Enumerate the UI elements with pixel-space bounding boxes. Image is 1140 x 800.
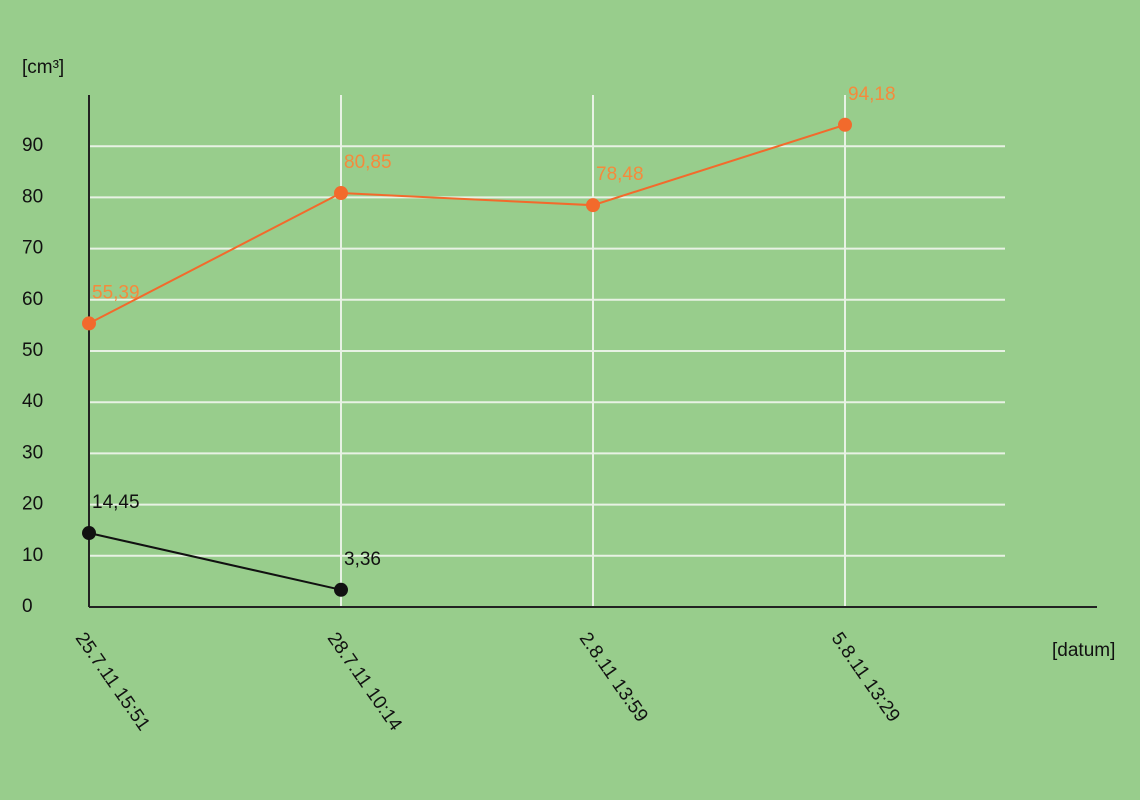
y-tick-label: 50 (22, 340, 43, 361)
data-label: 55,39 (92, 282, 140, 303)
y-tick-label: 40 (22, 391, 43, 412)
y-tick-label: 70 (22, 238, 43, 259)
series-line (88, 123, 846, 325)
point (334, 186, 348, 201)
series-line (88, 532, 342, 591)
point (334, 582, 348, 597)
y-tick-label: 10 (22, 545, 43, 566)
data-label: 14,45 (92, 492, 140, 513)
y-tick-label: 20 (22, 494, 43, 515)
data-label: 78,48 (596, 164, 644, 185)
y-tick-label: 80 (22, 186, 43, 207)
y-tick-label: 90 (22, 135, 43, 156)
y-tick-label: 30 (22, 442, 43, 463)
y-tick-label: 0 (22, 596, 33, 617)
data-label: 80,85 (344, 152, 392, 173)
data-label: 3,36 (344, 549, 381, 570)
point (838, 117, 852, 132)
data-label: 94,18 (848, 84, 896, 105)
point (586, 198, 600, 213)
point (82, 316, 96, 331)
x-axis-label: [datum] (1052, 640, 1115, 661)
point (82, 526, 96, 541)
y-tick-label: 60 (22, 289, 43, 310)
y-axis-label: [cm³] (22, 57, 64, 78)
